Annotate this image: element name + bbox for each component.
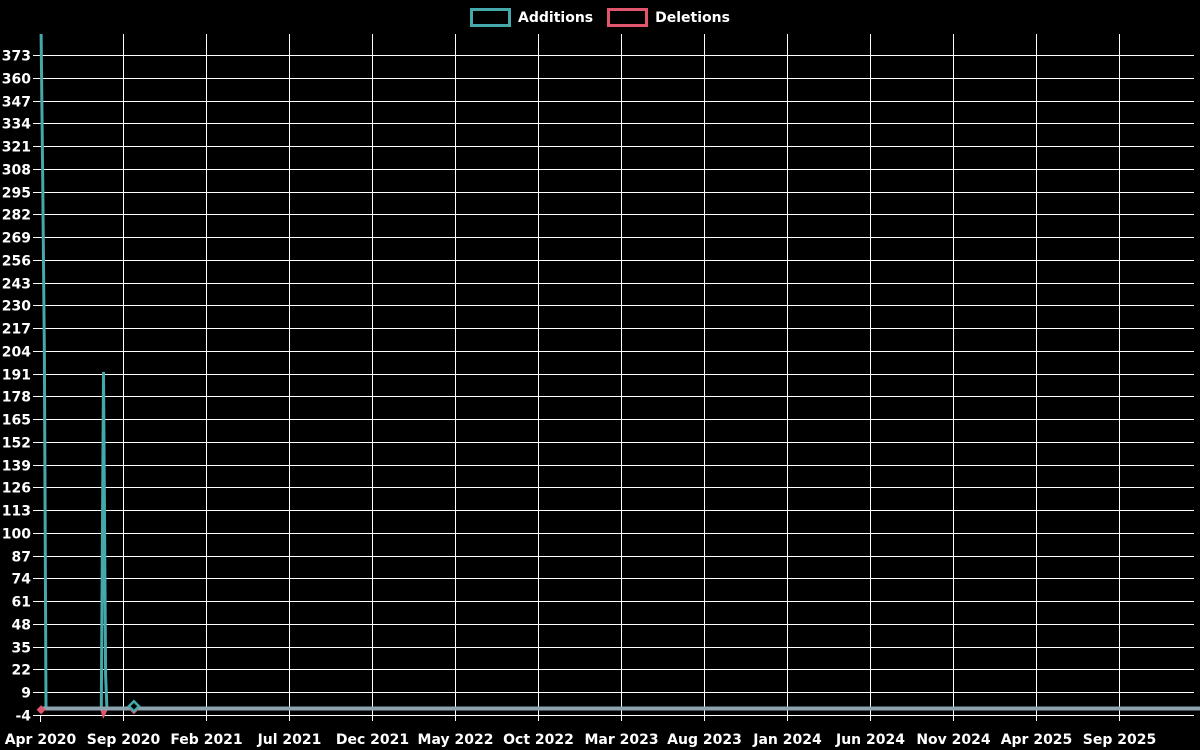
svg-text:74: 74 [12, 572, 32, 588]
svg-text:191: 191 [2, 368, 31, 384]
svg-text:347: 347 [2, 95, 31, 111]
deletions-swatch-icon [607, 8, 649, 27]
svg-text:35: 35 [12, 641, 31, 657]
svg-text:373: 373 [2, 49, 31, 65]
svg-text:165: 165 [2, 413, 31, 429]
svg-text:243: 243 [2, 277, 31, 293]
additions-line [39, 33, 1200, 710]
deletions-marker-icon [36, 705, 46, 715]
svg-text:230: 230 [2, 299, 31, 315]
svg-text:Jan 2024: Jan 2024 [752, 732, 822, 748]
svg-text:Oct 2022: Oct 2022 [503, 732, 574, 748]
svg-text:256: 256 [2, 254, 31, 270]
svg-text:87: 87 [12, 550, 31, 566]
svg-text:282: 282 [2, 208, 31, 224]
svg-text:204: 204 [2, 345, 31, 361]
svg-text:Aug 2023: Aug 2023 [667, 732, 742, 748]
svg-text:126: 126 [2, 481, 31, 497]
svg-text:217: 217 [2, 322, 31, 338]
legend-label-additions: Additions [518, 9, 594, 26]
svg-text:100: 100 [2, 527, 31, 543]
svg-text:360: 360 [2, 72, 31, 88]
svg-text:22: 22 [12, 663, 31, 679]
svg-text:178: 178 [2, 390, 31, 406]
y-grid [33, 55, 1194, 716]
svg-text:Jul 2021: Jul 2021 [257, 732, 322, 748]
chart-legend: Additions Deletions [0, 8, 1200, 27]
svg-text:Feb 2021: Feb 2021 [170, 732, 242, 748]
svg-text:321: 321 [2, 140, 31, 156]
svg-text:Jun 2024: Jun 2024 [835, 732, 905, 748]
svg-text:Sep 2020: Sep 2020 [87, 732, 161, 748]
svg-text:Nov 2024: Nov 2024 [916, 732, 991, 748]
svg-text:139: 139 [2, 459, 31, 475]
svg-text:Dec 2021: Dec 2021 [336, 732, 409, 748]
svg-text:Sep 2025: Sep 2025 [1083, 732, 1156, 748]
svg-text:308: 308 [2, 163, 31, 179]
legend-label-deletions: Deletions [655, 9, 730, 26]
additions-marker-icon [127, 699, 141, 714]
svg-text:-4: -4 [15, 709, 31, 725]
svg-text:Apr 2025: Apr 2025 [1001, 732, 1073, 748]
svg-text:May 2022: May 2022 [418, 732, 494, 748]
svg-text:113: 113 [2, 504, 31, 520]
svg-text:Apr 2020: Apr 2020 [5, 732, 77, 748]
point-markers [36, 699, 141, 715]
legend-item-additions[interactable]: Additions [470, 8, 593, 27]
svg-text:48: 48 [12, 618, 31, 634]
legend-item-deletions[interactable]: Deletions [607, 8, 730, 27]
additions-swatch-icon [470, 8, 512, 27]
svg-text:269: 269 [2, 231, 31, 247]
x-grid [40, 34, 1120, 722]
svg-text:Mar 2023: Mar 2023 [584, 732, 658, 748]
svg-text:295: 295 [2, 186, 31, 202]
x-axis-labels: Apr 2020 Sep 2020 Feb 2021 Jul 2021 Dec 2021… [5, 732, 1157, 748]
y-axis-labels: 373 360 347 334 321 308 295 282 269 256 243 230 217 2… [2, 49, 31, 725]
svg-text:334: 334 [2, 117, 31, 133]
svg-text:152: 152 [2, 436, 31, 452]
svg-text:61: 61 [12, 595, 31, 611]
svg-text:9: 9 [21, 686, 31, 702]
